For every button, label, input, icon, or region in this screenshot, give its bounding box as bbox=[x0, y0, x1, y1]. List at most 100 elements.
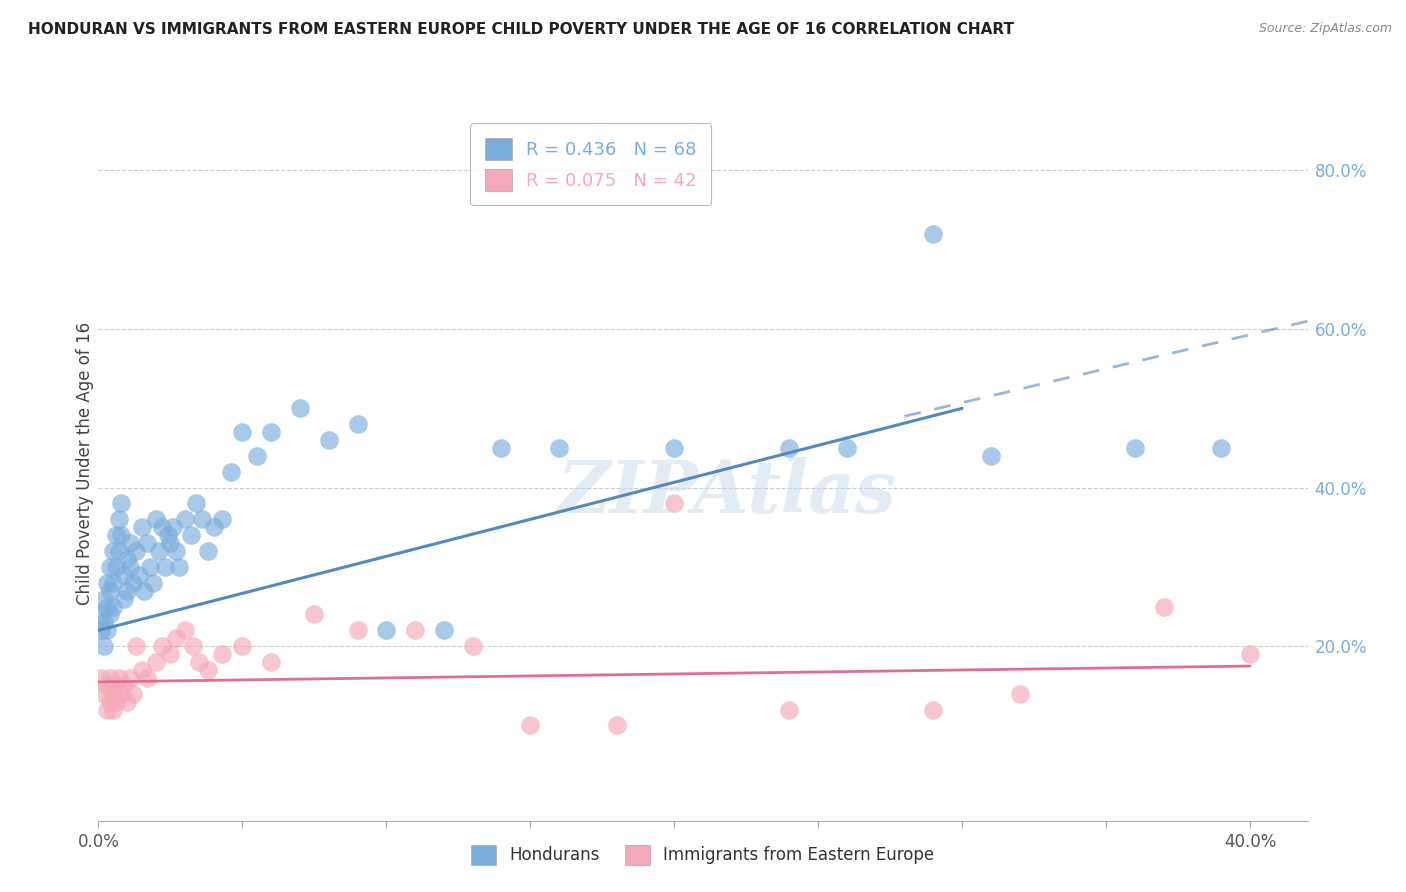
Point bbox=[922, 703, 945, 717]
Point bbox=[93, 615, 115, 630]
Point bbox=[159, 647, 181, 661]
Point bbox=[90, 671, 112, 685]
Point bbox=[139, 560, 162, 574]
Point bbox=[112, 567, 135, 582]
Point bbox=[120, 560, 142, 574]
Point bbox=[519, 718, 541, 732]
Point bbox=[101, 703, 124, 717]
Point bbox=[136, 536, 159, 550]
Point bbox=[98, 560, 121, 574]
Point bbox=[104, 679, 127, 693]
Point bbox=[246, 449, 269, 463]
Point bbox=[191, 512, 214, 526]
Point bbox=[778, 441, 800, 455]
Point bbox=[197, 663, 219, 677]
Point bbox=[150, 520, 173, 534]
Point bbox=[115, 552, 138, 566]
Point bbox=[122, 575, 145, 590]
Point bbox=[260, 655, 283, 669]
Point bbox=[93, 639, 115, 653]
Point bbox=[96, 703, 118, 717]
Point bbox=[107, 544, 129, 558]
Point bbox=[180, 528, 202, 542]
Point bbox=[231, 425, 253, 439]
Point bbox=[101, 599, 124, 614]
Point bbox=[173, 512, 195, 526]
Point bbox=[93, 591, 115, 606]
Point bbox=[186, 496, 208, 510]
Point bbox=[162, 520, 184, 534]
Point bbox=[548, 441, 571, 455]
Point bbox=[183, 639, 205, 653]
Point bbox=[664, 441, 686, 455]
Point bbox=[1153, 599, 1175, 614]
Point bbox=[148, 544, 170, 558]
Point bbox=[461, 639, 484, 653]
Point bbox=[491, 441, 513, 455]
Point bbox=[134, 583, 156, 598]
Point bbox=[197, 544, 219, 558]
Point bbox=[104, 560, 127, 574]
Point bbox=[98, 583, 121, 598]
Point bbox=[104, 528, 127, 542]
Point bbox=[165, 544, 187, 558]
Point bbox=[173, 624, 195, 638]
Point bbox=[202, 520, 225, 534]
Point bbox=[110, 528, 132, 542]
Point bbox=[90, 607, 112, 622]
Point bbox=[98, 671, 121, 685]
Point bbox=[96, 599, 118, 614]
Point bbox=[150, 639, 173, 653]
Point bbox=[404, 624, 426, 638]
Point bbox=[101, 687, 124, 701]
Point bbox=[110, 687, 132, 701]
Point bbox=[120, 671, 142, 685]
Point bbox=[346, 417, 368, 432]
Point bbox=[304, 607, 326, 622]
Point bbox=[145, 655, 167, 669]
Point bbox=[1123, 441, 1146, 455]
Legend: Hondurans, Immigrants from Eastern Europe: Hondurans, Immigrants from Eastern Europ… bbox=[460, 833, 946, 877]
Point bbox=[101, 575, 124, 590]
Point bbox=[433, 624, 456, 638]
Point bbox=[165, 632, 187, 646]
Point bbox=[664, 496, 686, 510]
Point bbox=[131, 663, 153, 677]
Point bbox=[107, 671, 129, 685]
Point bbox=[260, 425, 283, 439]
Point bbox=[145, 512, 167, 526]
Point bbox=[980, 449, 1002, 463]
Point bbox=[125, 544, 148, 558]
Point bbox=[104, 695, 127, 709]
Point bbox=[288, 401, 311, 416]
Point bbox=[125, 639, 148, 653]
Point bbox=[96, 624, 118, 638]
Point bbox=[112, 679, 135, 693]
Point bbox=[98, 695, 121, 709]
Point bbox=[115, 695, 138, 709]
Point bbox=[219, 465, 242, 479]
Point bbox=[318, 433, 340, 447]
Point bbox=[131, 520, 153, 534]
Y-axis label: Child Poverty Under the Age of 16: Child Poverty Under the Age of 16 bbox=[76, 322, 94, 606]
Point bbox=[211, 647, 233, 661]
Point bbox=[93, 687, 115, 701]
Point bbox=[1239, 647, 1261, 661]
Text: ZIPAtlas: ZIPAtlas bbox=[558, 457, 897, 528]
Point bbox=[922, 227, 945, 241]
Point bbox=[122, 687, 145, 701]
Point bbox=[112, 591, 135, 606]
Point bbox=[110, 496, 132, 510]
Point bbox=[90, 624, 112, 638]
Point bbox=[778, 703, 800, 717]
Point bbox=[188, 655, 211, 669]
Point bbox=[107, 512, 129, 526]
Point bbox=[167, 560, 190, 574]
Point bbox=[115, 583, 138, 598]
Point bbox=[136, 671, 159, 685]
Point bbox=[128, 567, 150, 582]
Point bbox=[835, 441, 858, 455]
Point bbox=[606, 718, 628, 732]
Text: Source: ZipAtlas.com: Source: ZipAtlas.com bbox=[1258, 22, 1392, 36]
Point bbox=[101, 544, 124, 558]
